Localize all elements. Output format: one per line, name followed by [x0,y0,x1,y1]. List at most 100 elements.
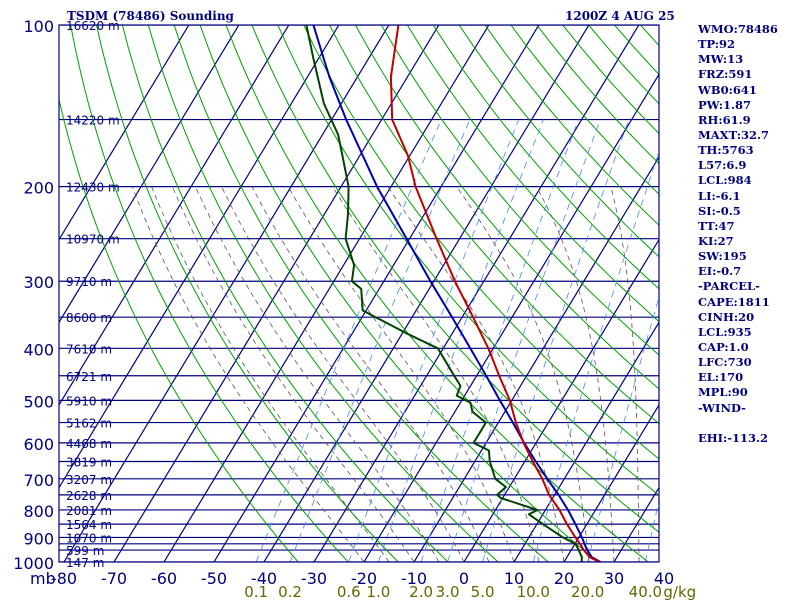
pressure-tick-label: 700 [23,471,54,490]
dry-adiabat-line [355,25,659,390]
height-label: 8600 m [66,311,112,325]
index-item: TP:92 [698,37,736,52]
index-item: MW:13 [698,52,744,67]
isotherm-line [59,25,340,489]
pressure-tick-label: 900 [23,529,54,548]
mixing-ratio-label: 20.0 [571,583,604,600]
height-label: 7610 m [66,342,112,356]
index-item: MPL:90 [698,385,748,400]
index-item: -WIND- [698,400,746,415]
mixing-ratio-line [378,119,544,562]
moist-adiabat-line [195,186,440,562]
mixing-ratio-label: 1.0 [366,583,390,600]
index-item: TT:47 [698,218,735,233]
index-item: L57:6.9 [698,158,747,173]
mixing-ratio-line [420,119,579,562]
mixing-ratio-label: 40.0 [629,583,662,600]
isotherm-line [313,25,640,562]
index-item: FRZ:591 [698,67,753,82]
moist-adiabat-line [664,187,671,562]
height-label: 6721 m [66,370,112,384]
index-item: EL:170 [698,370,744,385]
dewpoint-line [305,25,583,562]
index-item: LCL:935 [698,324,752,339]
mixing-ratio-label: 2.0 [409,583,433,600]
isotherm-line [59,25,290,407]
dry-adiabat-line [70,25,349,562]
dry-adiabat-line [277,25,659,496]
index-item: WMO:78486 [698,22,778,36]
mixing-ratio-label: 5.0 [471,583,495,600]
temperature-tick-label: 10 [504,569,524,588]
index-item: EI:-0.7 [698,264,742,279]
height-label: 1564 m [66,518,112,532]
moist-adiabat-line [172,186,415,562]
isotherm-line [59,25,190,241]
mixing-ratio-label: 0.1 [244,583,268,600]
mixing-ratio-label: 3.0 [436,583,460,600]
temperature-tick-label: -80 [51,569,77,588]
isotherm-line [63,25,390,562]
temperature-tick-label: -70 [101,569,127,588]
temperature-tick-label: 40 [654,569,674,588]
mixing-ratio-line [482,119,630,562]
pressure-tick-label: 100 [23,17,54,36]
temperature-tick-label: -40 [251,569,277,588]
chart-title: TSDM (78486) Sounding [67,9,234,23]
pressure-tick-label: 800 [23,502,54,521]
height-label: 10970 m [66,233,120,247]
index-item: WB0:641 [698,82,757,97]
mixing-ratio-line [348,119,520,562]
temperature-tick-label: 0 [459,569,469,588]
index-item: PW:1.87 [698,97,752,112]
moist-adiabat-line [332,186,540,562]
isotherm-line [59,25,240,324]
mixing-ratio-line [255,119,442,562]
mixing-ratio-line [532,150,659,562]
temperature-tick-label: 30 [604,569,624,588]
index-item: CAP:1.0 [698,339,749,354]
dry-adiabat-line [432,25,659,290]
temperature-line [389,25,602,562]
plot-frame [58,24,660,563]
height-label: 16620 m [66,19,120,33]
mixing-ratio-label: 0.2 [278,583,302,600]
height-label: 599 m [66,544,104,558]
pressure-tick-label: 500 [23,392,54,411]
dry-adiabat-line [199,25,600,562]
isotherm-line [563,403,659,562]
dry-adiabat-line [329,25,659,425]
height-label: 147 m [66,556,104,570]
dry-adiabat-line [458,25,659,258]
dry-adiabat-line [96,25,399,562]
height-label: 2628 m [66,489,112,503]
pressure-tick-label: 300 [23,273,54,292]
mixing-ratio-label: 10.0 [517,583,550,600]
temperature-tick-label: -30 [301,569,327,588]
index-item: SI:-0.5 [698,203,741,218]
dry-adiabat-line [406,25,659,323]
isotherm-line [163,25,490,562]
dry-adiabat-line [303,25,659,460]
height-label: 1070 m [66,531,112,545]
pressure-tick-label: 200 [23,179,54,198]
moist-adiabat-line [610,186,640,562]
temperature-tick-label: -50 [201,569,227,588]
moist-adiabat-line [221,186,465,562]
mixing-ratio-unit: g/kg [663,583,696,600]
height-label: 5162 m [66,417,112,431]
index-item: -PARCEL- [698,279,760,294]
mixing-ratio-line [447,119,601,562]
height-label: 12430 m [66,181,120,195]
index-item: CINH:20 [698,309,755,324]
dry-adiabat-line [59,97,299,562]
pressure-tick-label: 400 [23,340,54,359]
mixing-ratio-line [587,296,659,562]
height-label: 9710 m [66,275,112,289]
temperature-tick-label: -60 [151,569,177,588]
mixing-ratio-line [289,119,471,562]
index-item: TH:5763 [698,143,754,158]
index-item: KI:27 [698,233,734,248]
height-label: 4468 m [66,437,112,451]
